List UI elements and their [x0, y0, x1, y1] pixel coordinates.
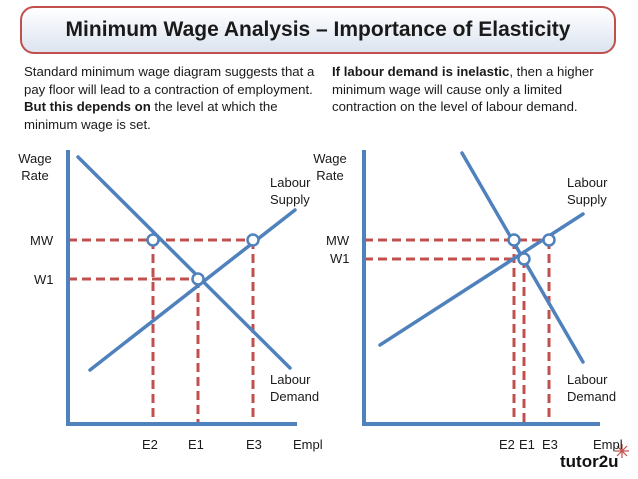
right-demand-label-line1: Labour — [567, 372, 608, 387]
right-e3-label: E3 — [542, 437, 558, 452]
left-text-part1: Standard minimum wage diagram suggests t… — [24, 64, 315, 97]
right-mw-supply-point — [542, 233, 556, 247]
right-supply-label: Labour Supply — [567, 174, 607, 208]
left-mw-demand-point — [146, 233, 160, 247]
right-text-part2: , then a higher minimum wage will cause … — [332, 64, 594, 114]
right-x-axis-label: Empl — [593, 437, 623, 452]
right-supply-label-line1: Labour — [567, 175, 608, 190]
right-description: If labour demand is inelastic, then a hi… — [332, 63, 622, 116]
page-title: Minimum Wage Analysis – Importance of El… — [20, 6, 616, 54]
right-mw-label: MW — [326, 233, 350, 248]
left-e2-label: E2 — [142, 437, 158, 452]
left-text-bold: But this depends on — [24, 99, 151, 114]
left-equilibrium-point — [191, 272, 205, 286]
left-supply-curve — [88, 208, 297, 372]
left-demand-curve — [76, 155, 292, 370]
left-y-axis-label-line2: Rate — [21, 168, 49, 183]
left-x-axis-label: Empl — [293, 437, 323, 452]
left-y-axis-label: Wage Rate — [16, 150, 54, 184]
left-demand-label-line2: Demand — [270, 389, 320, 404]
left-supply-label: Labour Supply — [270, 174, 310, 208]
left-y-axis-label-line1: Wage — [18, 151, 52, 166]
left-demand-label: Labour Demand — [270, 371, 319, 405]
left-supply-label-line1: Labour — [270, 175, 311, 190]
right-w1-label: W1 — [330, 251, 350, 266]
right-equilibrium-point — [517, 252, 531, 266]
right-demand-label-line2: Demand — [567, 389, 617, 404]
tutor2u-logo: tutor2u — [560, 452, 619, 471]
right-text-bold: If labour demand is inelastic — [332, 64, 510, 79]
right-mw-demand-point — [507, 233, 521, 247]
left-diagram — [66, 150, 297, 426]
right-supply-curve — [378, 212, 585, 347]
right-supply-label-line2: Supply — [567, 192, 607, 207]
right-y-axis-label-line2: Rate — [316, 168, 344, 183]
left-demand-label-line1: Labour — [270, 372, 311, 387]
right-y-axis-label-line1: Wage — [313, 151, 347, 166]
left-e3-label: E3 — [246, 437, 262, 452]
left-supply-label-line2: Supply — [270, 192, 310, 207]
logo-star-icon — [615, 444, 629, 458]
left-text-part2: the level at which the minimum wage is s… — [24, 99, 278, 132]
left-e1-label: E1 — [188, 437, 204, 452]
right-diagram — [362, 150, 600, 426]
right-e1-label: E1 — [519, 437, 535, 452]
right-demand-label: Labour Demand — [567, 371, 616, 405]
left-w1-label: W1 — [34, 272, 54, 287]
right-e2-label: E2 — [499, 437, 515, 452]
left-description: Standard minimum wage diagram suggests t… — [24, 63, 324, 133]
right-y-axis-label: Wage Rate — [310, 150, 350, 184]
left-mw-label: MW — [30, 233, 54, 248]
left-mw-supply-point — [246, 233, 260, 247]
